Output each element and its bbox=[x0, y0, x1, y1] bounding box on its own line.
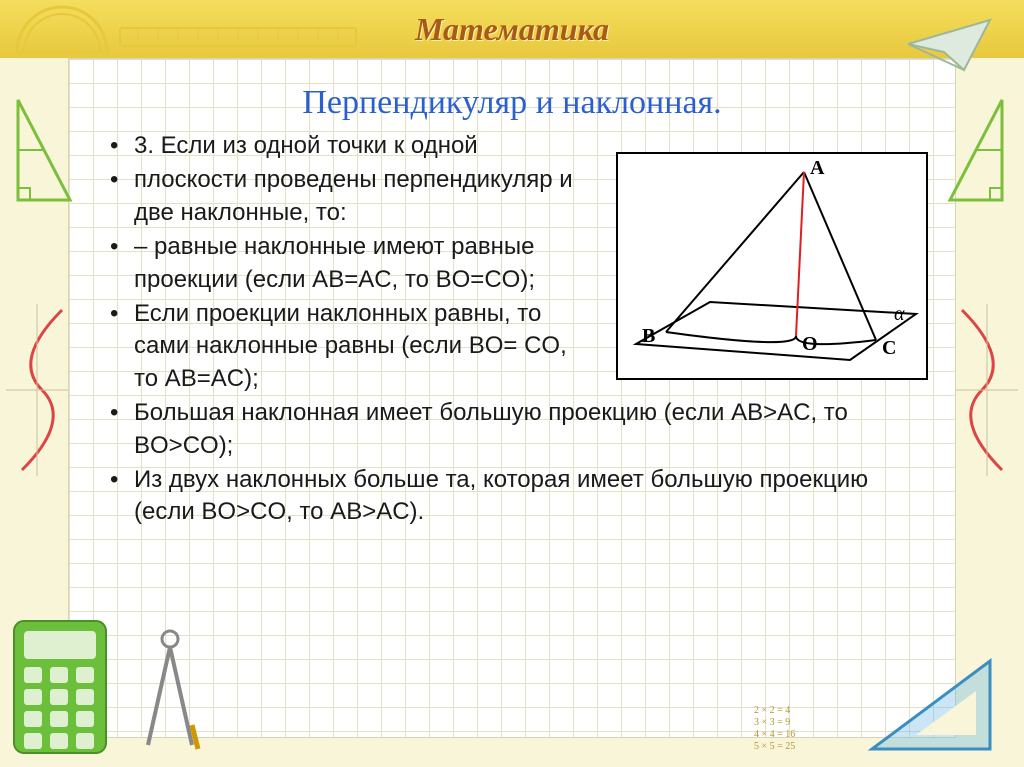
bullet-item: 3. Если из одной точки к одной bbox=[110, 130, 580, 162]
triangle-deco-icon bbox=[940, 90, 1012, 210]
formulas-deco: 2 × 2 = 4 3 × 3 = 9 4 × 4 = 16 5 × 5 = 2… bbox=[754, 705, 894, 753]
bullet-item: Если проекции наклонных равны, то сами н… bbox=[110, 298, 580, 395]
paper-plane-icon bbox=[904, 14, 994, 74]
bullet-item: плоскости проведены перпендикуляр и две … bbox=[110, 164, 580, 229]
svg-text:C: C bbox=[882, 337, 896, 359]
svg-text:O: O bbox=[802, 333, 818, 355]
protractor-icon bbox=[12, 2, 112, 54]
svg-text:α: α bbox=[894, 303, 905, 325]
diagram-svg: A B C Oα bbox=[618, 154, 930, 382]
svg-text:A: A bbox=[810, 157, 825, 179]
header-title: Математика bbox=[415, 11, 609, 48]
svg-text:B: B bbox=[642, 325, 655, 347]
compass-icon bbox=[130, 625, 210, 755]
bullet-item: – равные наклонные имеют равные проекции… bbox=[110, 231, 580, 296]
bullet-item: Большая наклонная имеет большую проекцию… bbox=[110, 397, 920, 462]
geometry-diagram: A B C Oα bbox=[616, 152, 928, 380]
triangle-deco-icon bbox=[8, 90, 80, 210]
ruler-icon bbox=[118, 10, 358, 50]
page-subtitle: Перпендикуляр и наклонная. bbox=[0, 84, 1024, 122]
curve-deco-icon bbox=[952, 300, 1022, 480]
calculator-icon bbox=[10, 617, 110, 757]
bullet-item: Из двух наклонных больше та, которая име… bbox=[110, 464, 920, 529]
curve-deco-icon bbox=[2, 300, 72, 480]
